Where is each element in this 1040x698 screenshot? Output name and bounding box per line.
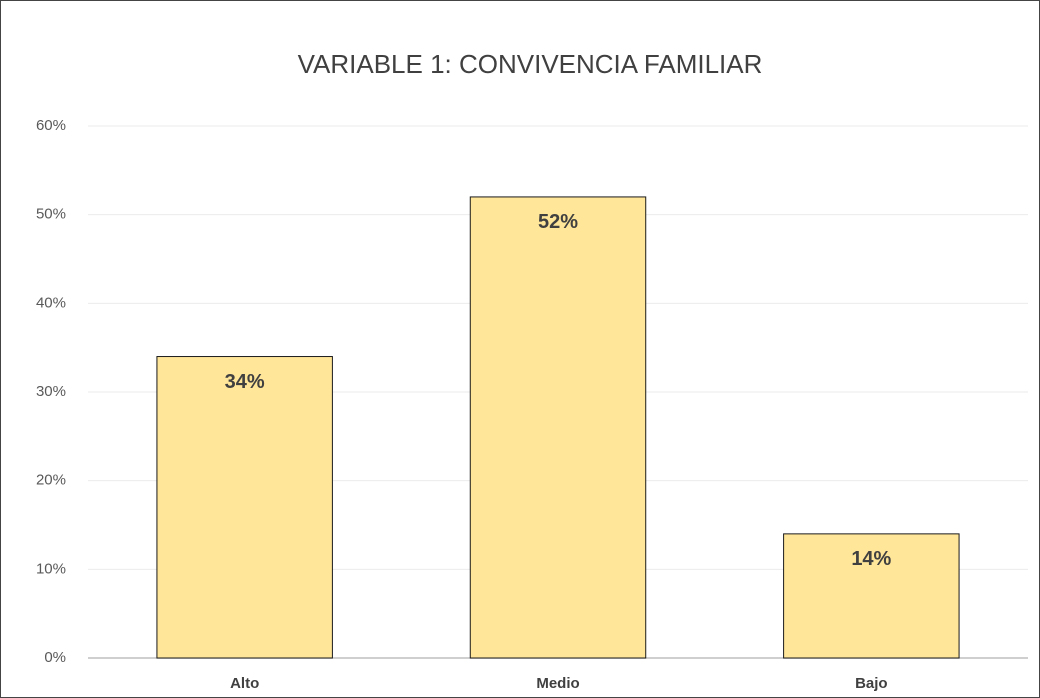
data-label: 52% bbox=[538, 211, 578, 233]
y-tick-label: 20% bbox=[36, 472, 66, 489]
y-tick-label: 60% bbox=[36, 117, 66, 134]
y-tick-label: 50% bbox=[36, 206, 66, 223]
y-tick-label: 30% bbox=[36, 383, 66, 400]
x-tick-label: Bajo bbox=[855, 675, 888, 692]
y-tick-label: 10% bbox=[36, 560, 66, 577]
y-tick-label: 0% bbox=[44, 649, 66, 666]
bar bbox=[783, 533, 960, 659]
bar bbox=[469, 196, 647, 659]
bar bbox=[156, 356, 333, 659]
chart-title: VARIABLE 1: CONVIVENCIA FAMILIAR bbox=[298, 49, 763, 79]
x-tick-label: Medio bbox=[536, 675, 579, 692]
x-tick-label: Alto bbox=[230, 675, 259, 692]
y-tick-label: 40% bbox=[36, 294, 66, 311]
data-label: 14% bbox=[851, 548, 891, 570]
data-label: 34% bbox=[225, 371, 265, 393]
